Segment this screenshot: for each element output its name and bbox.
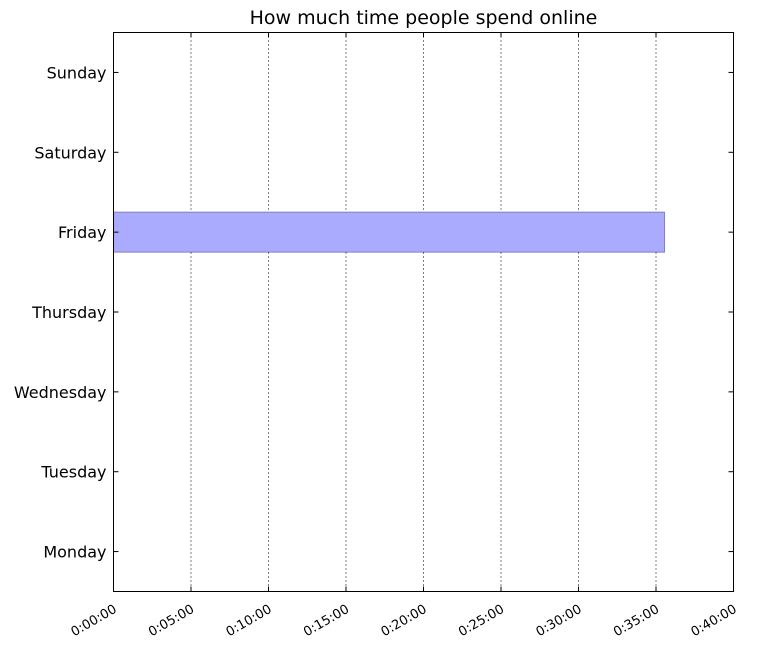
grid-lines	[190, 32, 657, 592]
xtick-label-0:10:00: 0:10:00	[224, 602, 275, 640]
ytick-label-monday: Monday	[43, 543, 106, 562]
xtick-label-0:40:00: 0:40:00	[689, 602, 740, 640]
plot-frame	[113, 32, 734, 592]
ytick-label-tuesday: Tuesday	[40, 463, 106, 482]
xtick-label-0:05:00: 0:05:00	[146, 602, 197, 640]
xtick-label-0:35:00: 0:35:00	[611, 602, 662, 640]
y-axis-ticks: Monday Tuesday Wednesday Thursday Friday Satu…	[14, 63, 734, 562]
chart-title: How much time people spend online	[250, 7, 598, 29]
xtick-label-0:00:00: 0:00:00	[69, 602, 120, 640]
bar-friday	[113, 211, 666, 253]
x-axis-ticks: 0:00:00 0:05:00 0:10:00 0:15:00 0:20:00 0:25:…	[69, 32, 740, 640]
bars	[113, 211, 666, 253]
ytick-label-friday: Friday	[58, 223, 107, 242]
ytick-label-thursday: Thursday	[31, 303, 106, 322]
ytick-label-saturday: Saturday	[34, 143, 106, 162]
xtick-label-0:25:00: 0:25:00	[456, 602, 507, 640]
ytick-label-wednesday: Wednesday	[14, 383, 107, 402]
ytick-label-sunday: Sunday	[47, 63, 107, 82]
xtick-label-0:30:00: 0:30:00	[534, 602, 585, 640]
xtick-label-0:20:00: 0:20:00	[379, 602, 430, 640]
xtick-label-0:15:00: 0:15:00	[301, 602, 352, 640]
